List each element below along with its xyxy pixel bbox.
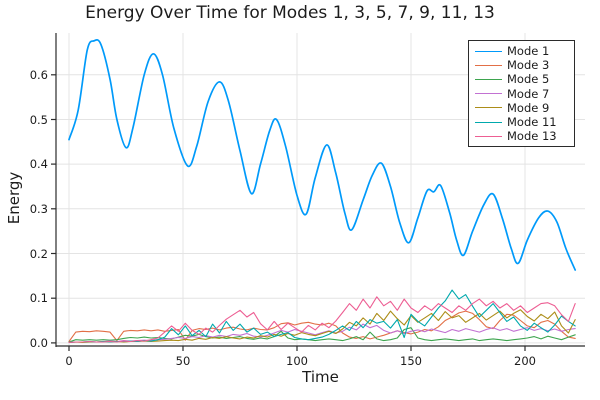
y-tick-label: 0.6 [29, 67, 48, 82]
legend: Mode 1 Mode 3 Mode 5 Mode 7 Mode 9 Mode … [468, 40, 575, 148]
y-axis-label: Energy [5, 171, 23, 225]
x-tick-label: 50 [175, 354, 191, 368]
legend-line-swatch [475, 64, 502, 66]
y-tick-label: 0.0 [29, 335, 48, 350]
series-line-mode-9 [68, 309, 576, 343]
x-tick-label: 100 [286, 354, 308, 368]
legend-label: Mode 5 [507, 72, 550, 87]
series-line-mode-1 [68, 39, 577, 271]
x-axis-label: Time [302, 368, 339, 386]
y-tick-label: 0.5 [29, 112, 48, 127]
legend-line-swatch [475, 107, 502, 109]
y-tick-label: 0.1 [29, 291, 48, 306]
legend-label: Mode 1 [507, 44, 550, 59]
legend-label: Mode 7 [507, 86, 550, 101]
legend-label: Mode 3 [507, 58, 550, 73]
legend-item: Mode 11 [475, 115, 569, 129]
legend-label: Mode 9 [507, 100, 550, 115]
x-tick-label: 0 [65, 354, 73, 368]
legend-item: Mode 3 [475, 58, 569, 72]
series-line-mode-5 [68, 327, 576, 343]
y-tick-label: 0.2 [29, 246, 48, 261]
series-line-mode-11 [68, 289, 576, 343]
series-line-mode-13 [68, 296, 576, 343]
chart-title: Energy Over Time for Modes 1, 3, 5, 7, 9… [85, 3, 495, 23]
x-tick-label: 150 [400, 354, 422, 368]
legend-line-swatch [475, 93, 502, 95]
y-tick-label: 0.4 [29, 157, 48, 172]
legend-item: Mode 1 [475, 44, 569, 58]
legend-label: Mode 13 [507, 129, 557, 144]
legend-line-swatch [475, 121, 502, 123]
x-tick-label: 200 [514, 354, 536, 368]
legend-line-swatch [475, 78, 502, 80]
legend-item: Mode 5 [475, 72, 569, 86]
legend-line-swatch [475, 135, 502, 137]
legend-item: Mode 9 [475, 101, 569, 115]
legend-item: Mode 13 [475, 129, 569, 143]
legend-label: Mode 11 [507, 115, 557, 130]
y-tick-label: 0.3 [29, 201, 48, 216]
legend-line-swatch [475, 50, 502, 52]
legend-item: Mode 7 [475, 87, 569, 101]
